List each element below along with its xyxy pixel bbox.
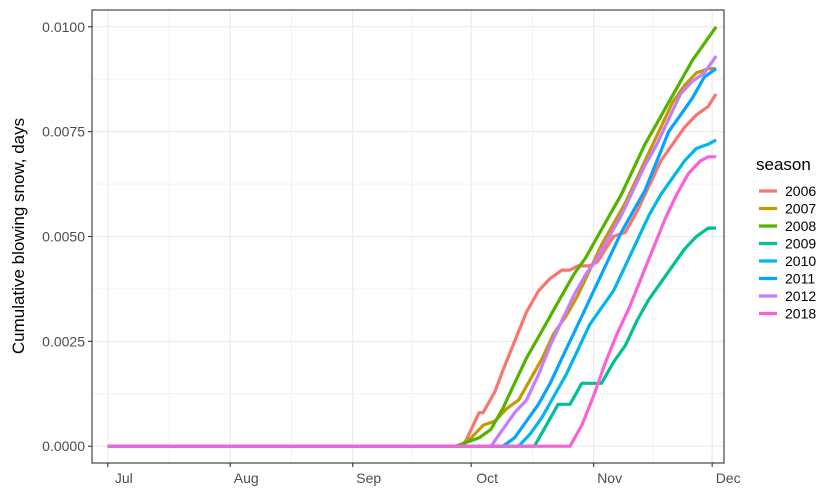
series-line-2007 (107, 67, 717, 448)
legend-label: 2011 (785, 271, 815, 287)
legend-label: 2010 (785, 253, 816, 269)
series-line-2008 (107, 25, 718, 448)
y-tick-label: 0.0025 (42, 333, 85, 349)
y-tick-label: 0.0075 (42, 124, 85, 140)
legend-item-2008: 2008 (759, 218, 816, 234)
legend-label: 2018 (785, 306, 816, 322)
legend-item-2012: 2012 (759, 288, 816, 304)
series-line-2018 (107, 155, 717, 448)
legend-label: 2006 (785, 183, 816, 199)
legend-item-2018: 2018 (759, 306, 816, 322)
legend-item-2006: 2006 (759, 183, 816, 199)
legend-label: 2007 (785, 201, 816, 217)
y-tick-label: 0.0050 (42, 229, 85, 245)
x-tick-label: Nov (597, 470, 622, 486)
x-tick-label: Oct (476, 470, 498, 486)
legend-label: 2009 (785, 236, 816, 252)
series-line-2011 (107, 67, 718, 448)
x-tick-label: Jul (115, 470, 133, 486)
x-tick-label: Sep (356, 470, 381, 486)
legend-item-2011: 2011 (759, 271, 815, 287)
legend-label: 2008 (785, 218, 816, 234)
legend-label: 2012 (785, 288, 816, 304)
series-line-2012 (107, 55, 718, 448)
x-tick-label: Aug (234, 470, 259, 486)
series-line-2009 (107, 226, 717, 448)
axes: 0.0000 0.0025 0.0050 0.0075 0.0100 Jul Aug Sep O… (42, 9, 741, 486)
y-tick-label: 0.0000 (42, 438, 85, 454)
legend-item-2009: 2009 (759, 236, 816, 252)
legend-item-2010: 2010 (759, 253, 816, 269)
series-lines (107, 25, 718, 448)
y-axis-title: Cumulative blowing snow, days (9, 118, 28, 354)
legend-title: season (756, 155, 811, 174)
plot-panel (92, 10, 724, 463)
x-tick-label: Dec (716, 470, 741, 486)
y-tick-label: 0.0100 (42, 19, 85, 35)
series-line-2010 (107, 138, 717, 448)
legend-item-2007: 2007 (759, 201, 816, 217)
